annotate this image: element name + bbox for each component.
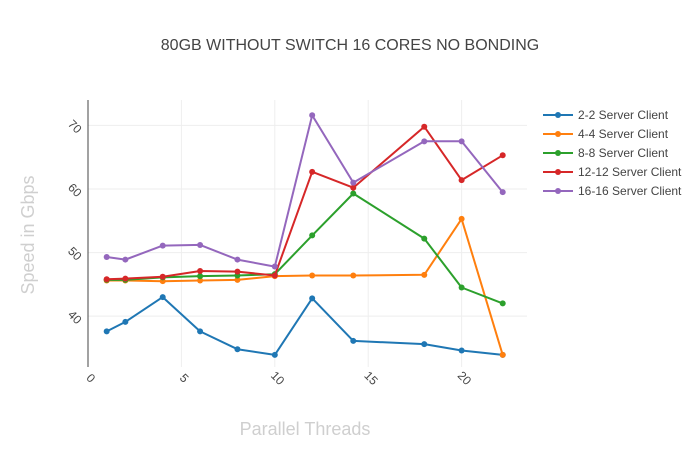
y-tick-label: 40	[65, 308, 85, 328]
legend-label: 2-2 Server Client	[578, 108, 669, 122]
x-tick-label: 20	[455, 368, 475, 388]
data-point	[458, 177, 465, 184]
data-point	[350, 184, 357, 191]
data-point	[350, 179, 357, 186]
legend-marker	[555, 169, 561, 175]
series-4	[103, 123, 506, 283]
data-point	[458, 347, 465, 354]
data-point	[234, 268, 241, 275]
legend-marker	[555, 150, 561, 156]
data-point	[159, 294, 166, 301]
data-point	[271, 272, 278, 279]
legend-label: 12-12 Server Client	[578, 165, 682, 179]
data-point	[350, 272, 357, 279]
data-point	[234, 346, 241, 353]
data-point	[122, 318, 129, 325]
data-point	[458, 284, 465, 291]
data-point	[197, 273, 204, 280]
data-point	[350, 190, 357, 197]
y-tick-label: 60	[65, 180, 85, 200]
data-point	[197, 241, 204, 248]
data-point	[197, 328, 204, 335]
x-tick-label: 5	[177, 371, 192, 386]
data-point	[103, 328, 110, 335]
data-point	[458, 215, 465, 222]
series-5	[103, 112, 506, 270]
series-line	[106, 192, 504, 305]
y-tick-label: 50	[65, 244, 85, 264]
legend-item: 16-16 Server Client	[543, 184, 682, 198]
data-point	[499, 300, 506, 307]
legend-marker	[555, 112, 561, 118]
data-point	[350, 337, 357, 344]
legend-item: 4-4 Server Client	[543, 127, 669, 141]
data-point	[159, 273, 166, 280]
series-3	[103, 190, 506, 307]
data-point	[309, 295, 316, 302]
data-point	[499, 189, 506, 196]
data-point	[159, 242, 166, 249]
legend-marker	[555, 188, 561, 194]
legend-marker	[555, 131, 561, 137]
x-tick-label: 0	[84, 371, 99, 386]
legend-label: 4-4 Server Client	[578, 127, 669, 141]
x-tick-label: 10	[268, 368, 288, 388]
series-1	[103, 294, 506, 358]
legend-item: 12-12 Server Client	[543, 165, 682, 179]
data-point	[234, 256, 241, 263]
data-point	[234, 276, 241, 283]
data-point	[122, 256, 129, 263]
data-point	[103, 254, 110, 261]
data-point	[197, 268, 204, 275]
data-point	[271, 263, 278, 270]
legend: 2-2 Server Client 4-4 Server Client 8-8 Se…	[543, 108, 682, 198]
x-axis-title: Parallel Threads	[240, 419, 371, 439]
data-point	[421, 138, 428, 145]
data-point	[499, 152, 506, 159]
data-point	[309, 168, 316, 175]
legend-item: 2-2 Server Client	[543, 108, 669, 122]
data-point	[271, 351, 278, 358]
series-layer	[103, 112, 506, 358]
data-point	[421, 235, 428, 242]
data-point	[197, 277, 204, 284]
data-point	[122, 275, 129, 282]
legend-label: 8-8 Server Client	[578, 146, 669, 160]
data-point	[458, 138, 465, 145]
legend-label: 16-16 Server Client	[578, 184, 682, 198]
data-point	[309, 232, 316, 239]
data-point	[309, 272, 316, 279]
data-point	[499, 351, 506, 358]
data-point	[103, 276, 110, 283]
y-axis-title: Speed in Gbps	[18, 175, 38, 294]
data-point	[421, 123, 428, 130]
x-tick-label: 15	[361, 368, 381, 388]
x-axis-ticks: 0 5 10 15 20	[84, 368, 475, 388]
y-tick-label: 70	[65, 117, 85, 137]
legend-item: 8-8 Server Client	[543, 146, 669, 160]
data-point	[421, 341, 428, 348]
chart-title: 80GB WITHOUT SWITCH 16 CORES NO BONDING	[161, 37, 539, 54]
y-axis-ticks: 40 50 60 70	[65, 117, 85, 327]
data-point	[421, 271, 428, 278]
data-point	[309, 112, 316, 119]
series-line	[106, 296, 503, 356]
series-line	[106, 217, 504, 356]
series-2	[103, 215, 506, 358]
